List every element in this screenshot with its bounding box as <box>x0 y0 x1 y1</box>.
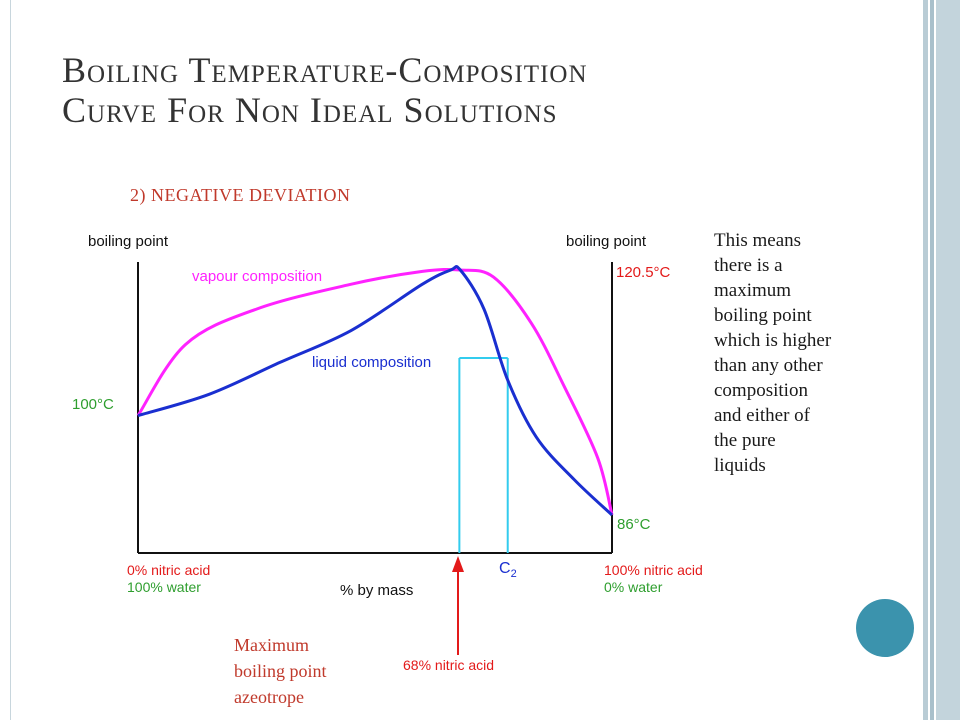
tie-lines <box>458 357 509 553</box>
c2-label: C2 <box>499 560 517 580</box>
slide-title: Boiling Temperature-Composition Curve Fo… <box>62 50 842 130</box>
side-note-line: than any other <box>714 355 823 376</box>
azeotrope-label: 68% nitric acid <box>403 657 494 673</box>
title-line-2: Curve For Non Ideal Solutions <box>62 90 558 130</box>
left-bottom-label-2: 100% water <box>127 579 201 595</box>
side-note-line: maximum <box>714 280 792 301</box>
side-note-line: the pure <box>714 430 776 451</box>
c2-letter: C <box>499 560 511 577</box>
azeotrope-note-line: Maximum <box>234 635 309 655</box>
right-axis-label: boiling point <box>566 233 647 250</box>
liquid-curve <box>137 265 614 517</box>
c2-subscript: 2 <box>511 568 517 580</box>
side-note: This means there is a maximum boiling po… <box>714 228 904 478</box>
right-bottom-label-2: 0% water <box>604 579 663 595</box>
title-line-1: Boiling Temperature-Composition <box>62 50 588 90</box>
azeotrope-arrow-head <box>452 556 464 572</box>
side-note-line: and either of <box>714 405 811 426</box>
side-note-line: composition <box>714 380 808 401</box>
x-axis-label: % by mass <box>340 582 413 599</box>
azeotrope-note: Maximum boiling point azeotrope <box>234 632 327 710</box>
accent-circle <box>856 599 914 657</box>
azeotrope-note-line: azeotrope <box>234 687 304 707</box>
max-temp-label: 120.5°C <box>616 264 671 281</box>
side-note-line: which is higher <box>714 330 832 351</box>
left-temp-label: 100°C <box>72 396 114 413</box>
side-note-line: liquids <box>714 455 766 476</box>
right-temp-label: 86°C <box>617 516 651 533</box>
vapour-curve <box>136 267 614 516</box>
decorative-stripes <box>920 0 960 720</box>
liquid-series-label: liquid composition <box>312 354 431 371</box>
subtitle: 2) NEGATIVE DEVIATION <box>130 185 351 205</box>
right-bottom-label-1: 100% nitric acid <box>604 562 703 578</box>
azeotrope-note-line: boiling point <box>234 661 327 681</box>
vapour-series-label: vapour composition <box>192 268 322 285</box>
side-note-line: This means <box>714 230 802 251</box>
left-axis-label: boiling point <box>88 233 169 250</box>
left-bottom-label-1: 0% nitric acid <box>127 562 210 578</box>
side-note-line: there is a <box>714 255 783 276</box>
side-note-line: boiling point <box>714 305 812 326</box>
